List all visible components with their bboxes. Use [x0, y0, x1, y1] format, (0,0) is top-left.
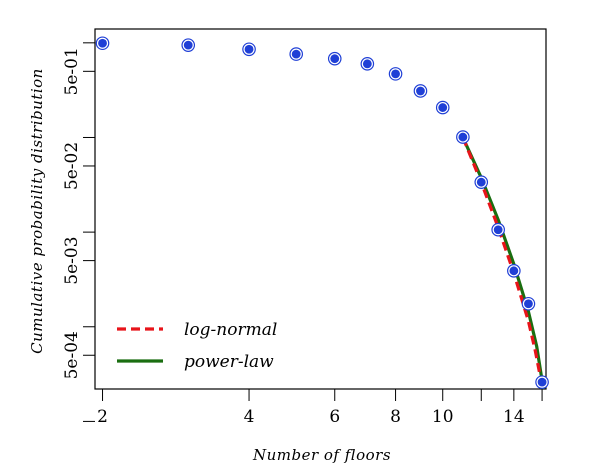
- plot-area: [94, 28, 547, 390]
- x-axis-label: Number of floors: [252, 446, 391, 464]
- y-axis-label: Cumulative probability distribution: [28, 68, 46, 354]
- series-line-power-law: [461, 136, 545, 390]
- data-point: [537, 377, 547, 387]
- data-point: [98, 38, 107, 48]
- x-tick-label: 4: [244, 407, 255, 427]
- data-point: [458, 132, 468, 142]
- axes: 2 4 6 8 10 14 5e-04 5e-03 5e-02 5e-01: [62, 42, 543, 427]
- data-point: [476, 177, 486, 187]
- data-point: [438, 103, 448, 112]
- x-tick-label: 10: [432, 407, 454, 427]
- data-point: [524, 299, 533, 309]
- legend-label-log-normal: log-normal: [184, 320, 277, 340]
- x-tick-label: 8: [390, 407, 401, 427]
- x-tick-label: 14: [503, 407, 525, 427]
- data-point: [244, 44, 254, 54]
- data-point: [391, 69, 400, 79]
- plot-frame: [94, 28, 547, 390]
- data-point: [183, 40, 193, 50]
- legend: log-normal power-law: [117, 320, 277, 372]
- data-point: [362, 59, 372, 69]
- legend-label-power-law: power-law: [184, 352, 274, 372]
- data-point: [330, 54, 340, 64]
- data-point: [509, 266, 519, 276]
- x-tick-label: 2: [97, 407, 108, 427]
- data-point: [291, 49, 301, 59]
- y-tick-label: 5e-02: [62, 142, 82, 190]
- data-point: [493, 225, 503, 235]
- y-tick-label: 5e-04: [62, 331, 82, 379]
- x-tick-label: 6: [329, 407, 340, 427]
- data-points: [95, 36, 549, 389]
- data-point: [416, 86, 425, 96]
- y-tick-label: 5e-01: [62, 47, 82, 95]
- y-tick-label: 5e-03: [62, 236, 82, 284]
- series-line-log-normal: [461, 136, 545, 390]
- fit-lines: [461, 136, 545, 390]
